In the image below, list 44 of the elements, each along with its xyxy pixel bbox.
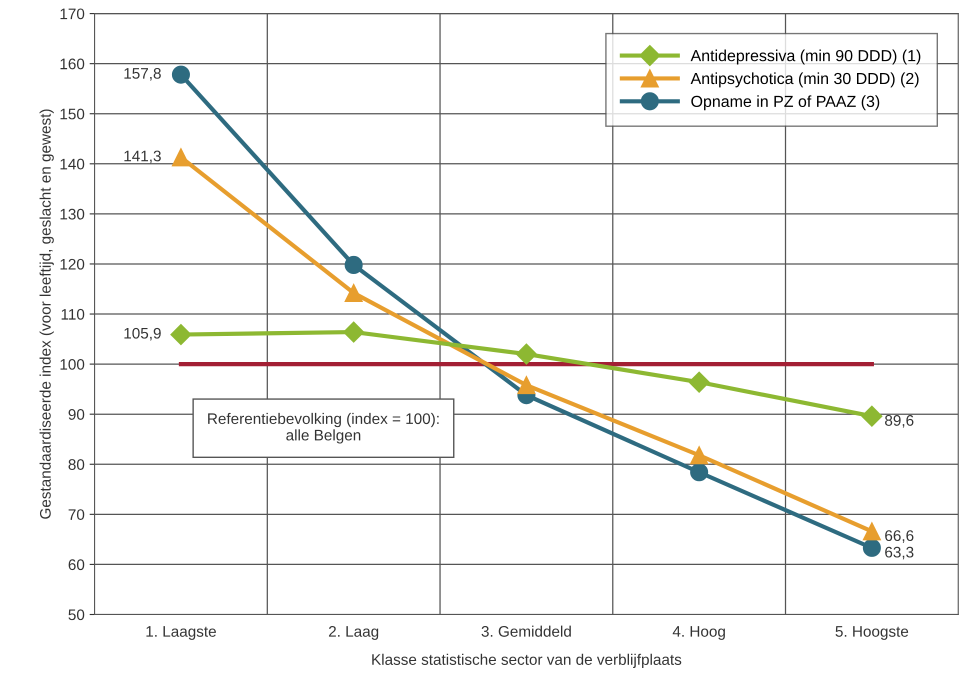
point bbox=[690, 446, 708, 464]
point bbox=[172, 148, 190, 166]
point bbox=[170, 324, 192, 346]
y-tick-label: 60 bbox=[68, 559, 84, 570]
point bbox=[344, 284, 363, 302]
y-tick-label: 100 bbox=[60, 358, 84, 370]
y-tick-label: 110 bbox=[62, 308, 84, 320]
y-tick-label: 70 bbox=[68, 509, 84, 520]
point bbox=[517, 376, 536, 394]
point bbox=[861, 406, 882, 427]
point bbox=[862, 522, 881, 540]
legend-label: Antidepressiva (min 90 DDD) (1) bbox=[690, 50, 920, 64]
point bbox=[344, 256, 363, 274]
data-label: 157,8 bbox=[124, 68, 161, 81]
point bbox=[172, 66, 190, 84]
y-tick-label: 170 bbox=[60, 8, 84, 20]
data-label: 63,3 bbox=[885, 546, 914, 560]
y-tick-label: 80 bbox=[68, 459, 84, 470]
x-axis-title: Klasse statistische sector van de verblijfplaats bbox=[372, 654, 682, 668]
point bbox=[343, 322, 364, 343]
y-tick-label: 130 bbox=[60, 208, 84, 220]
y-axis-title: Gestandaardiseerde index (voor leeftijd, geslacht en gewest) bbox=[40, 109, 54, 519]
y-tick-label: 140 bbox=[60, 158, 84, 170]
y-tick-label: 160 bbox=[60, 58, 84, 70]
x-tick-label: 5. Hoogste bbox=[836, 626, 908, 640]
y-tick-label: 50 bbox=[68, 609, 84, 620]
x-tick-label: 1. Laagste bbox=[146, 626, 216, 640]
point bbox=[516, 344, 537, 365]
annotation: Referentiebevolking (index = 100): alle Belgen bbox=[208, 412, 439, 444]
legend-label: Opname in PZ of PAAZ (3) bbox=[691, 95, 880, 110]
x-tick-label: 2. Laag bbox=[328, 626, 378, 640]
data-label: 89,6 bbox=[885, 415, 914, 428]
data-label: 141,3 bbox=[124, 150, 161, 164]
y-tick-label: 120 bbox=[60, 258, 84, 270]
legend-label: Antipsychotica (min 30 DDD) (2) bbox=[690, 72, 919, 88]
x-tick-label: 4. Hoog bbox=[672, 626, 725, 640]
y-tick-label: 90 bbox=[68, 409, 84, 420]
data-label: 66,6 bbox=[885, 530, 914, 543]
data-label: 105,9 bbox=[124, 328, 161, 340]
point bbox=[688, 372, 710, 393]
x-tick-label: 3. Gemiddeld bbox=[482, 626, 571, 637]
point bbox=[862, 538, 881, 557]
point bbox=[690, 463, 708, 482]
y-tick-label: 150 bbox=[60, 108, 84, 120]
